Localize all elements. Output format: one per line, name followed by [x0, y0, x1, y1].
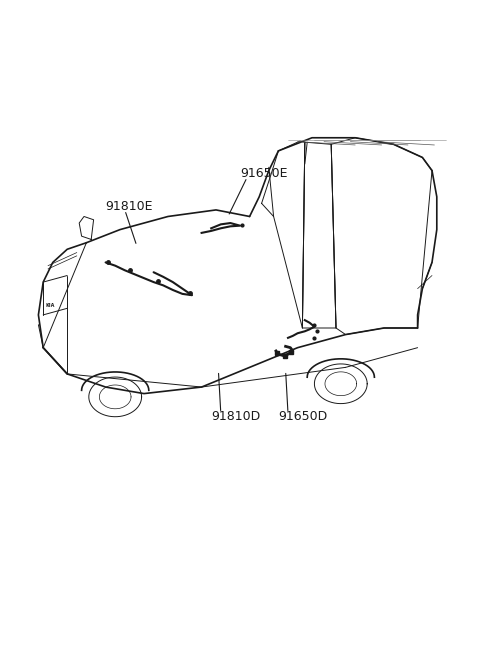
Text: KIA: KIA: [46, 302, 55, 308]
Text: 91650D: 91650D: [278, 410, 328, 423]
Text: 91810D: 91810D: [211, 410, 261, 423]
Text: 91650E: 91650E: [240, 167, 288, 180]
Text: 91810E: 91810E: [106, 200, 153, 213]
